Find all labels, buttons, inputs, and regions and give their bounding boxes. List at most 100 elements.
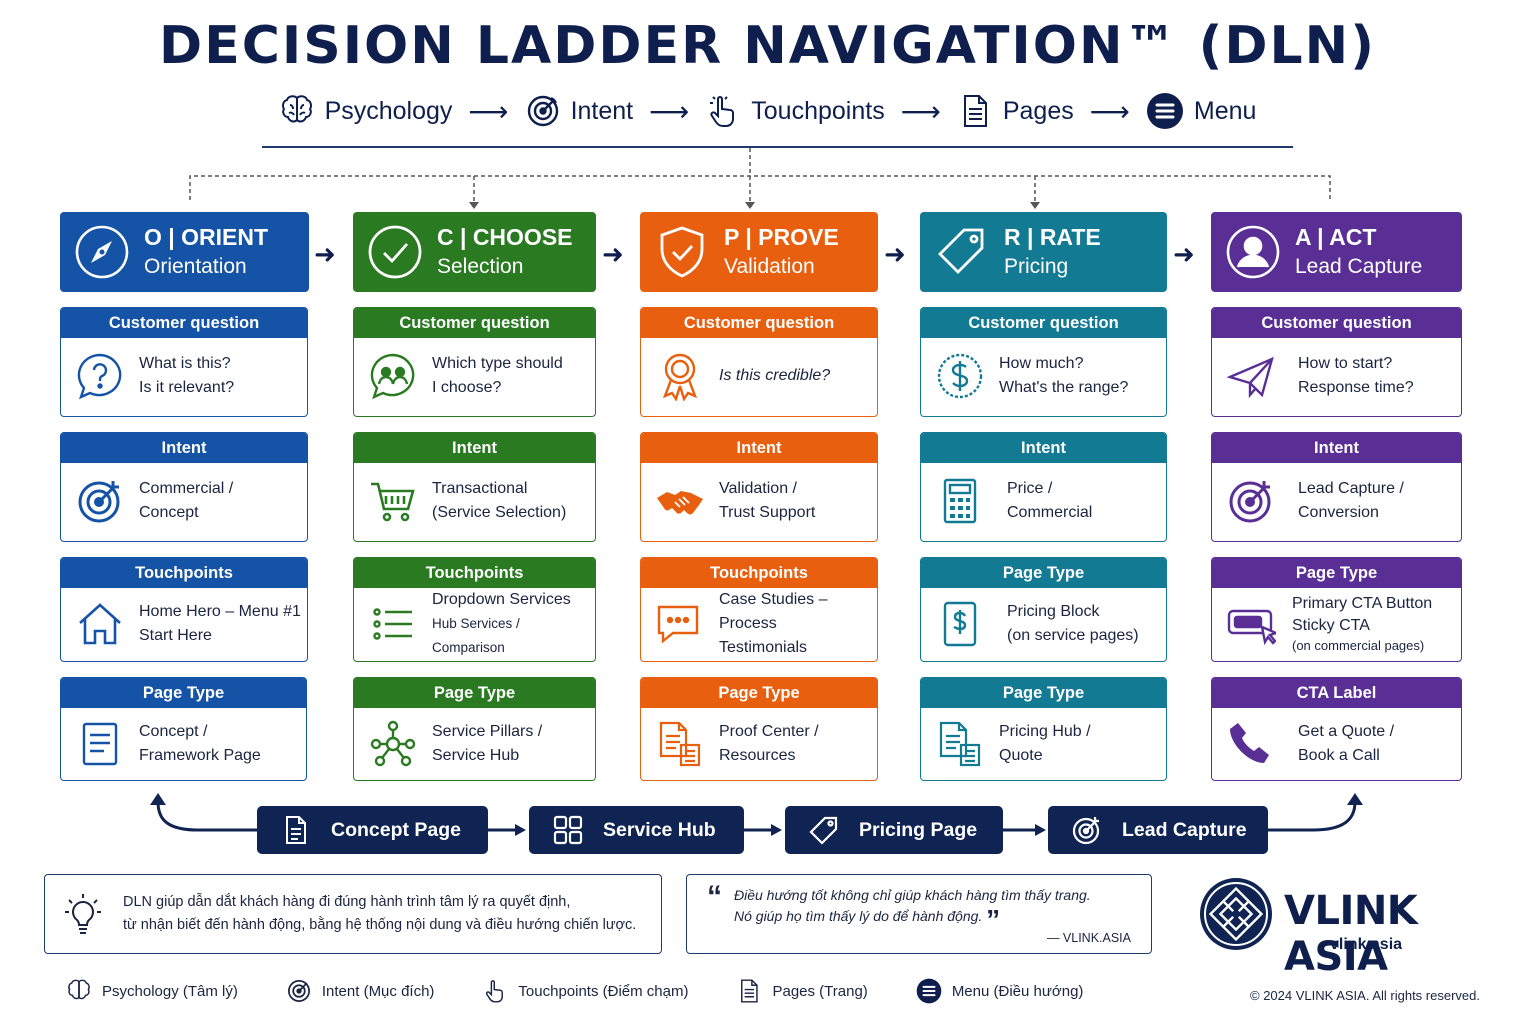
card-line: Pricing Hub /	[999, 723, 1091, 740]
arrow-right-icon: ➜	[1173, 239, 1195, 269]
card-line: Hub Services / Comparison	[432, 616, 520, 655]
document-icon	[741, 979, 759, 1003]
card-header: Customer question	[641, 308, 877, 338]
flow-label: Pages	[1002, 96, 1074, 125]
award-ribbon-icon	[662, 353, 698, 401]
grid-icon	[553, 815, 583, 845]
legend-item: Psychology (Tâm lý)	[66, 978, 238, 1004]
brain-icon	[281, 95, 312, 123]
card-line: Transactional	[432, 480, 528, 497]
stage-header-choose: C | CHOOSE Selection	[353, 212, 596, 292]
flow-pages: Pages	[957, 93, 1074, 129]
pointer-hand-icon	[486, 980, 504, 1003]
quote-source: — VLINK.ASIA	[1046, 931, 1131, 945]
card-line: Quote	[999, 747, 1043, 764]
paper-plane-icon	[1226, 356, 1274, 399]
pricing-page-button[interactable]: Pricing Page	[785, 806, 1003, 854]
card-line: How much?	[999, 355, 1084, 372]
legend-label: Intent (Mục đích)	[321, 982, 435, 1000]
legend-label: Psychology (Tâm lý)	[102, 982, 238, 1000]
price-tag-icon	[809, 816, 838, 845]
stage-name: Lead Capture	[1295, 255, 1423, 278]
pill-label: Service Hub	[603, 818, 716, 841]
check-circle-icon	[368, 225, 422, 279]
menu-icon	[916, 978, 942, 1004]
stage-header-rate: R | RATE Pricing	[920, 212, 1167, 292]
legend-label: Pages (Trang)	[772, 982, 868, 1000]
dollar-circle-icon	[937, 353, 983, 399]
pill-label: Pricing Page	[859, 818, 978, 841]
card-line: Primary CTA Button	[1292, 595, 1433, 612]
orient-question-card: Customer question What is this? Is it rel…	[60, 307, 308, 417]
description-box: DLN giúp dẫn dắt khách hàng đi đúng hành…	[44, 874, 662, 954]
card-header: Intent	[641, 433, 877, 463]
stage-name: Selection	[437, 255, 524, 278]
flow-label: Psychology	[324, 96, 453, 125]
card-header: Page Type	[1212, 558, 1461, 588]
arrow-right-icon: ⟶	[900, 95, 941, 127]
quote-box: “ Điều hướng tốt không chỉ giúp khách hà…	[686, 874, 1152, 954]
user-circle-icon	[1226, 225, 1280, 279]
pill-label: Lead Capture	[1122, 818, 1247, 841]
legend-item: Intent (Mục đích)	[286, 978, 435, 1004]
cta-button-icon	[1227, 609, 1276, 646]
list-icon	[373, 608, 412, 640]
prove-pagetype-card: Page Type Proof Center / Resources	[640, 677, 878, 781]
calculator-icon	[943, 478, 977, 524]
description-line: DLN giúp dẫn dắt khách hàng đi đúng hành…	[123, 894, 571, 910]
copyright: © 2024 VLINK ASIA. All rights reserved.	[1250, 988, 1480, 1003]
card-header: Page Type	[641, 678, 877, 708]
quote-line: Điều hướng tốt không chỉ giúp khách hàng…	[734, 887, 1091, 903]
card-header: CTA Label	[1212, 678, 1461, 708]
card-line: Sticky CTA	[1292, 617, 1370, 634]
cart-icon	[371, 482, 415, 522]
card-line: I choose?	[432, 379, 502, 396]
brain-icon	[68, 979, 90, 1000]
documents-icon	[939, 721, 981, 767]
card-header: Page Type	[921, 678, 1166, 708]
lead-capture-button[interactable]: Lead Capture	[1048, 806, 1268, 854]
close-quote-mark: ”	[986, 904, 1001, 935]
legend-label: Touchpoints (Điểm chạm)	[518, 982, 689, 1000]
stage-code: A | ACT	[1295, 224, 1377, 250]
flow-touchpoints: Touchpoints	[705, 93, 885, 129]
card-header: Page Type	[921, 558, 1166, 588]
card-line: Home Hero – Menu #1	[139, 603, 301, 620]
brand-url[interactable]: vlink.asia	[1330, 936, 1403, 953]
card-line: Lead Capture /	[1298, 480, 1404, 497]
document-icon	[963, 95, 987, 127]
arrow-right-icon: ⟶	[468, 95, 509, 127]
shield-check-icon	[660, 226, 704, 278]
act-cta-label-card: CTA Label Get a Quote / Book a Call	[1211, 677, 1462, 781]
legend-item: Menu (Điều hướng)	[916, 978, 1083, 1004]
card-line: (Service Selection)	[432, 504, 567, 521]
card-line: Service Pillars /	[432, 723, 543, 740]
pointer-hand-icon	[710, 96, 735, 127]
card-line: Response time?	[1298, 379, 1414, 396]
home-icon	[79, 603, 121, 645]
arrow-right-icon: ➜	[314, 239, 336, 269]
stage-code: C | CHOOSE	[437, 224, 573, 250]
flow-label: Touchpoints	[751, 96, 885, 125]
target-icon	[287, 980, 310, 1002]
document-icon	[286, 816, 306, 844]
card-line: Proof Center /	[719, 723, 819, 740]
act-question-card: Customer question How to start? Response …	[1211, 307, 1462, 417]
card-header: Intent	[1212, 433, 1461, 463]
orient-pagetype-card: Page Type Concept / Framework Page	[60, 677, 307, 781]
target-icon	[1229, 481, 1271, 523]
card-line: Is this credible?	[719, 367, 831, 384]
service-hub-button[interactable]: Service Hub	[529, 806, 744, 854]
target-icon	[78, 481, 120, 523]
brand-block: VLINK ASIA vlink.asia	[1196, 874, 1506, 980]
description-line: từ nhận biết đến hành động, bằng hệ thốn…	[123, 917, 637, 933]
card-line: Commercial /	[139, 480, 234, 497]
stage-code: O | ORIENT	[144, 224, 268, 250]
lightbulb-icon	[65, 894, 101, 934]
concept-page-button[interactable]: Concept Page	[257, 806, 488, 854]
card-line: (on service pages)	[1007, 627, 1139, 644]
page-title: DECISION LADDER NAVIGATION™ (DLN)	[159, 16, 1376, 76]
price-tag-icon	[938, 228, 984, 274]
choose-intent-card: Intent Transactional (Service Selection)	[353, 432, 596, 542]
card-line: Start Here	[139, 627, 212, 644]
